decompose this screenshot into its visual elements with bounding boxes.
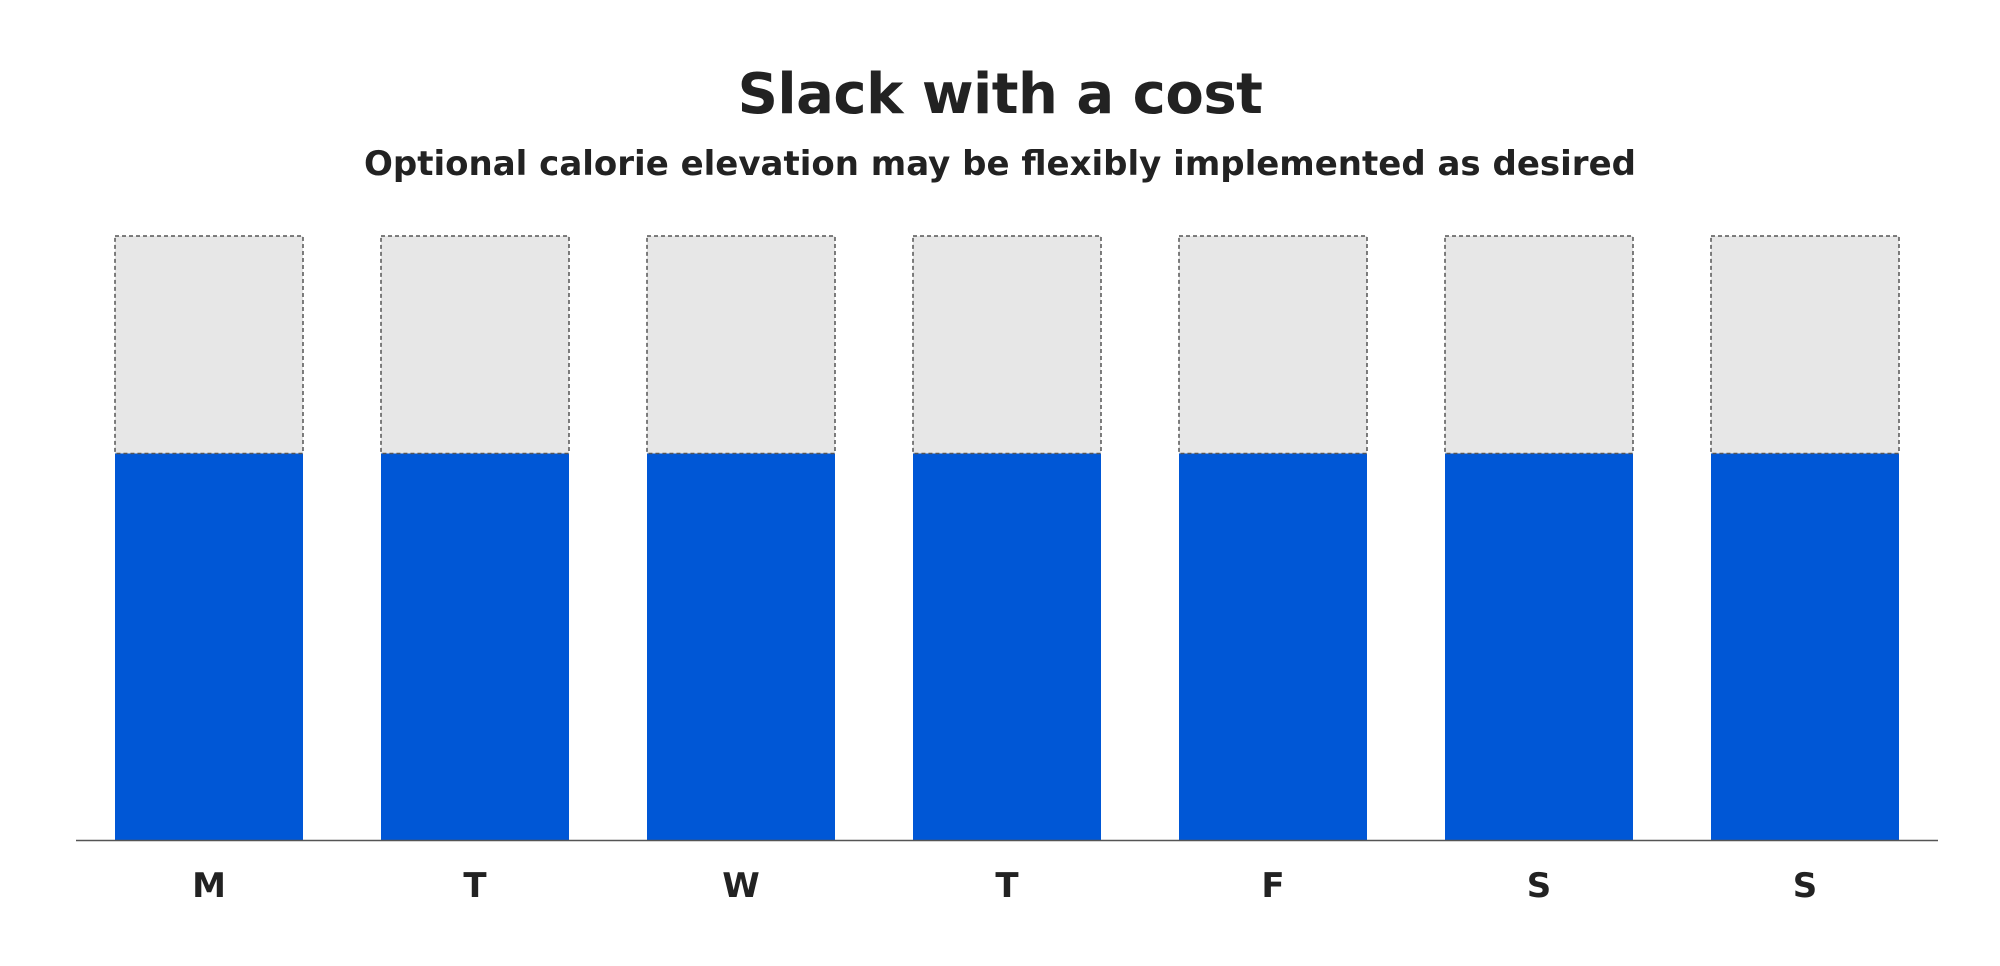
bar-optional <box>114 235 304 455</box>
x-tick-label: S <box>1527 866 1552 906</box>
bar-optional <box>1178 235 1368 455</box>
bar-base <box>1711 453 1899 840</box>
bar-optional <box>1710 235 1900 455</box>
bar-optional <box>1444 235 1634 455</box>
chart-subtitle: Optional calorie elevation may be flexib… <box>364 144 1636 184</box>
chart-title: Slack with a cost <box>737 62 1263 127</box>
x-tick-label: F <box>1261 866 1284 906</box>
bar-base <box>913 453 1101 840</box>
bar-base <box>1179 453 1367 840</box>
x-tick-label: T <box>463 866 487 906</box>
bar-optional <box>912 235 1102 455</box>
bar-base <box>115 453 303 840</box>
bar-base <box>1445 453 1633 840</box>
x-tick-label: W <box>722 866 760 906</box>
bar-base <box>647 453 835 840</box>
x-tick-label: M <box>192 866 226 906</box>
bar-optional <box>380 235 570 455</box>
bar-base <box>381 453 569 840</box>
x-tick-label: T <box>995 866 1019 906</box>
bars-group <box>114 235 1900 840</box>
x-tick-label: S <box>1793 866 1818 906</box>
bar-optional <box>646 235 836 455</box>
